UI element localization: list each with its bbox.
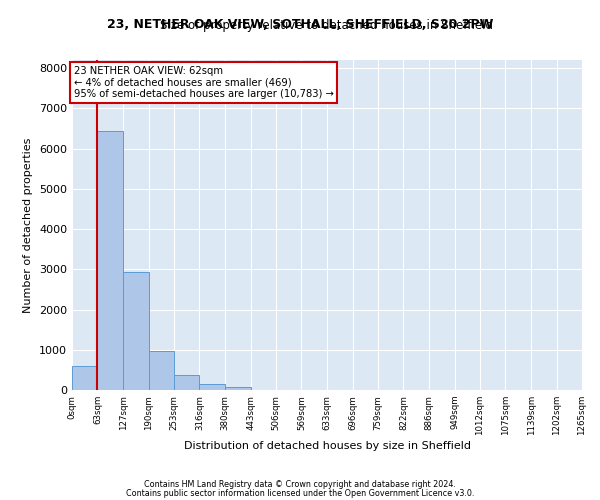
Title: Size of property relative to detached houses in Sheffield: Size of property relative to detached ho…: [161, 20, 493, 32]
Bar: [72, 366, 97, 390]
Bar: [97, 131, 123, 390]
Bar: [174, 375, 199, 390]
X-axis label: Distribution of detached houses by size in Sheffield: Distribution of detached houses by size …: [184, 441, 470, 451]
Text: Contains public sector information licensed under the Open Government Licence v3: Contains public sector information licen…: [126, 488, 474, 498]
Bar: [123, 272, 149, 390]
Bar: [225, 387, 251, 390]
Text: 23, NETHER OAK VIEW, SOTHALL, SHEFFIELD, S20 2PW: 23, NETHER OAK VIEW, SOTHALL, SHEFFIELD,…: [107, 18, 493, 30]
Bar: [149, 351, 174, 390]
Bar: [199, 384, 225, 390]
Text: Contains HM Land Registry data © Crown copyright and database right 2024.: Contains HM Land Registry data © Crown c…: [144, 480, 456, 489]
Y-axis label: Number of detached properties: Number of detached properties: [23, 138, 34, 312]
Text: 23 NETHER OAK VIEW: 62sqm
← 4% of detached houses are smaller (469)
95% of semi-: 23 NETHER OAK VIEW: 62sqm ← 4% of detach…: [74, 66, 334, 99]
